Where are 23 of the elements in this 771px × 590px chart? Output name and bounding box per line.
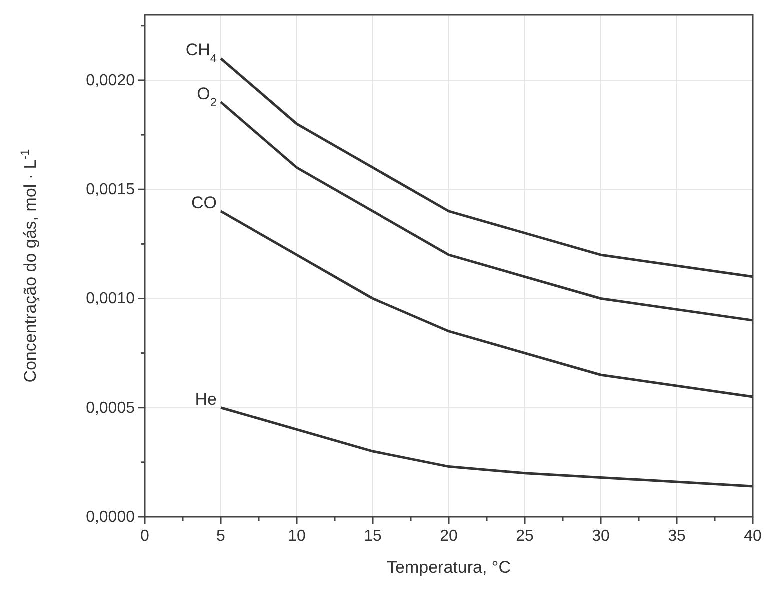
x-tick-label: 30 xyxy=(592,528,610,545)
line-series xyxy=(220,57,754,278)
y-tick-label: 0,0000 xyxy=(86,509,136,526)
series-label: CO xyxy=(192,193,217,212)
series-label: O$_{2}$ xyxy=(197,84,218,110)
x-axis-title: Temperatura, °C xyxy=(387,558,511,577)
line-series xyxy=(220,210,754,398)
y-tick-label: 0,0010 xyxy=(86,290,136,308)
line-series xyxy=(220,406,754,488)
x-tick-label: 25 xyxy=(516,528,534,545)
series-label: He xyxy=(195,390,217,409)
x-tick-label: 15 xyxy=(364,528,382,545)
x-tick-label: 20 xyxy=(440,528,458,545)
y-tick-label: 0,0020 xyxy=(86,72,136,90)
x-tick-label: 10 xyxy=(288,528,306,545)
x-tick-label: 35 xyxy=(668,528,686,545)
y-tick-label: 0,0015 xyxy=(86,182,136,199)
y-tick-label: 0,0005 xyxy=(86,400,136,417)
series-label: CH$_{4}$ xyxy=(186,40,218,66)
x-tick-label: 5 xyxy=(216,528,226,545)
line-series xyxy=(220,101,754,322)
x-tick-label: 40 xyxy=(744,528,762,545)
x-tick-label: 0 xyxy=(140,528,150,545)
